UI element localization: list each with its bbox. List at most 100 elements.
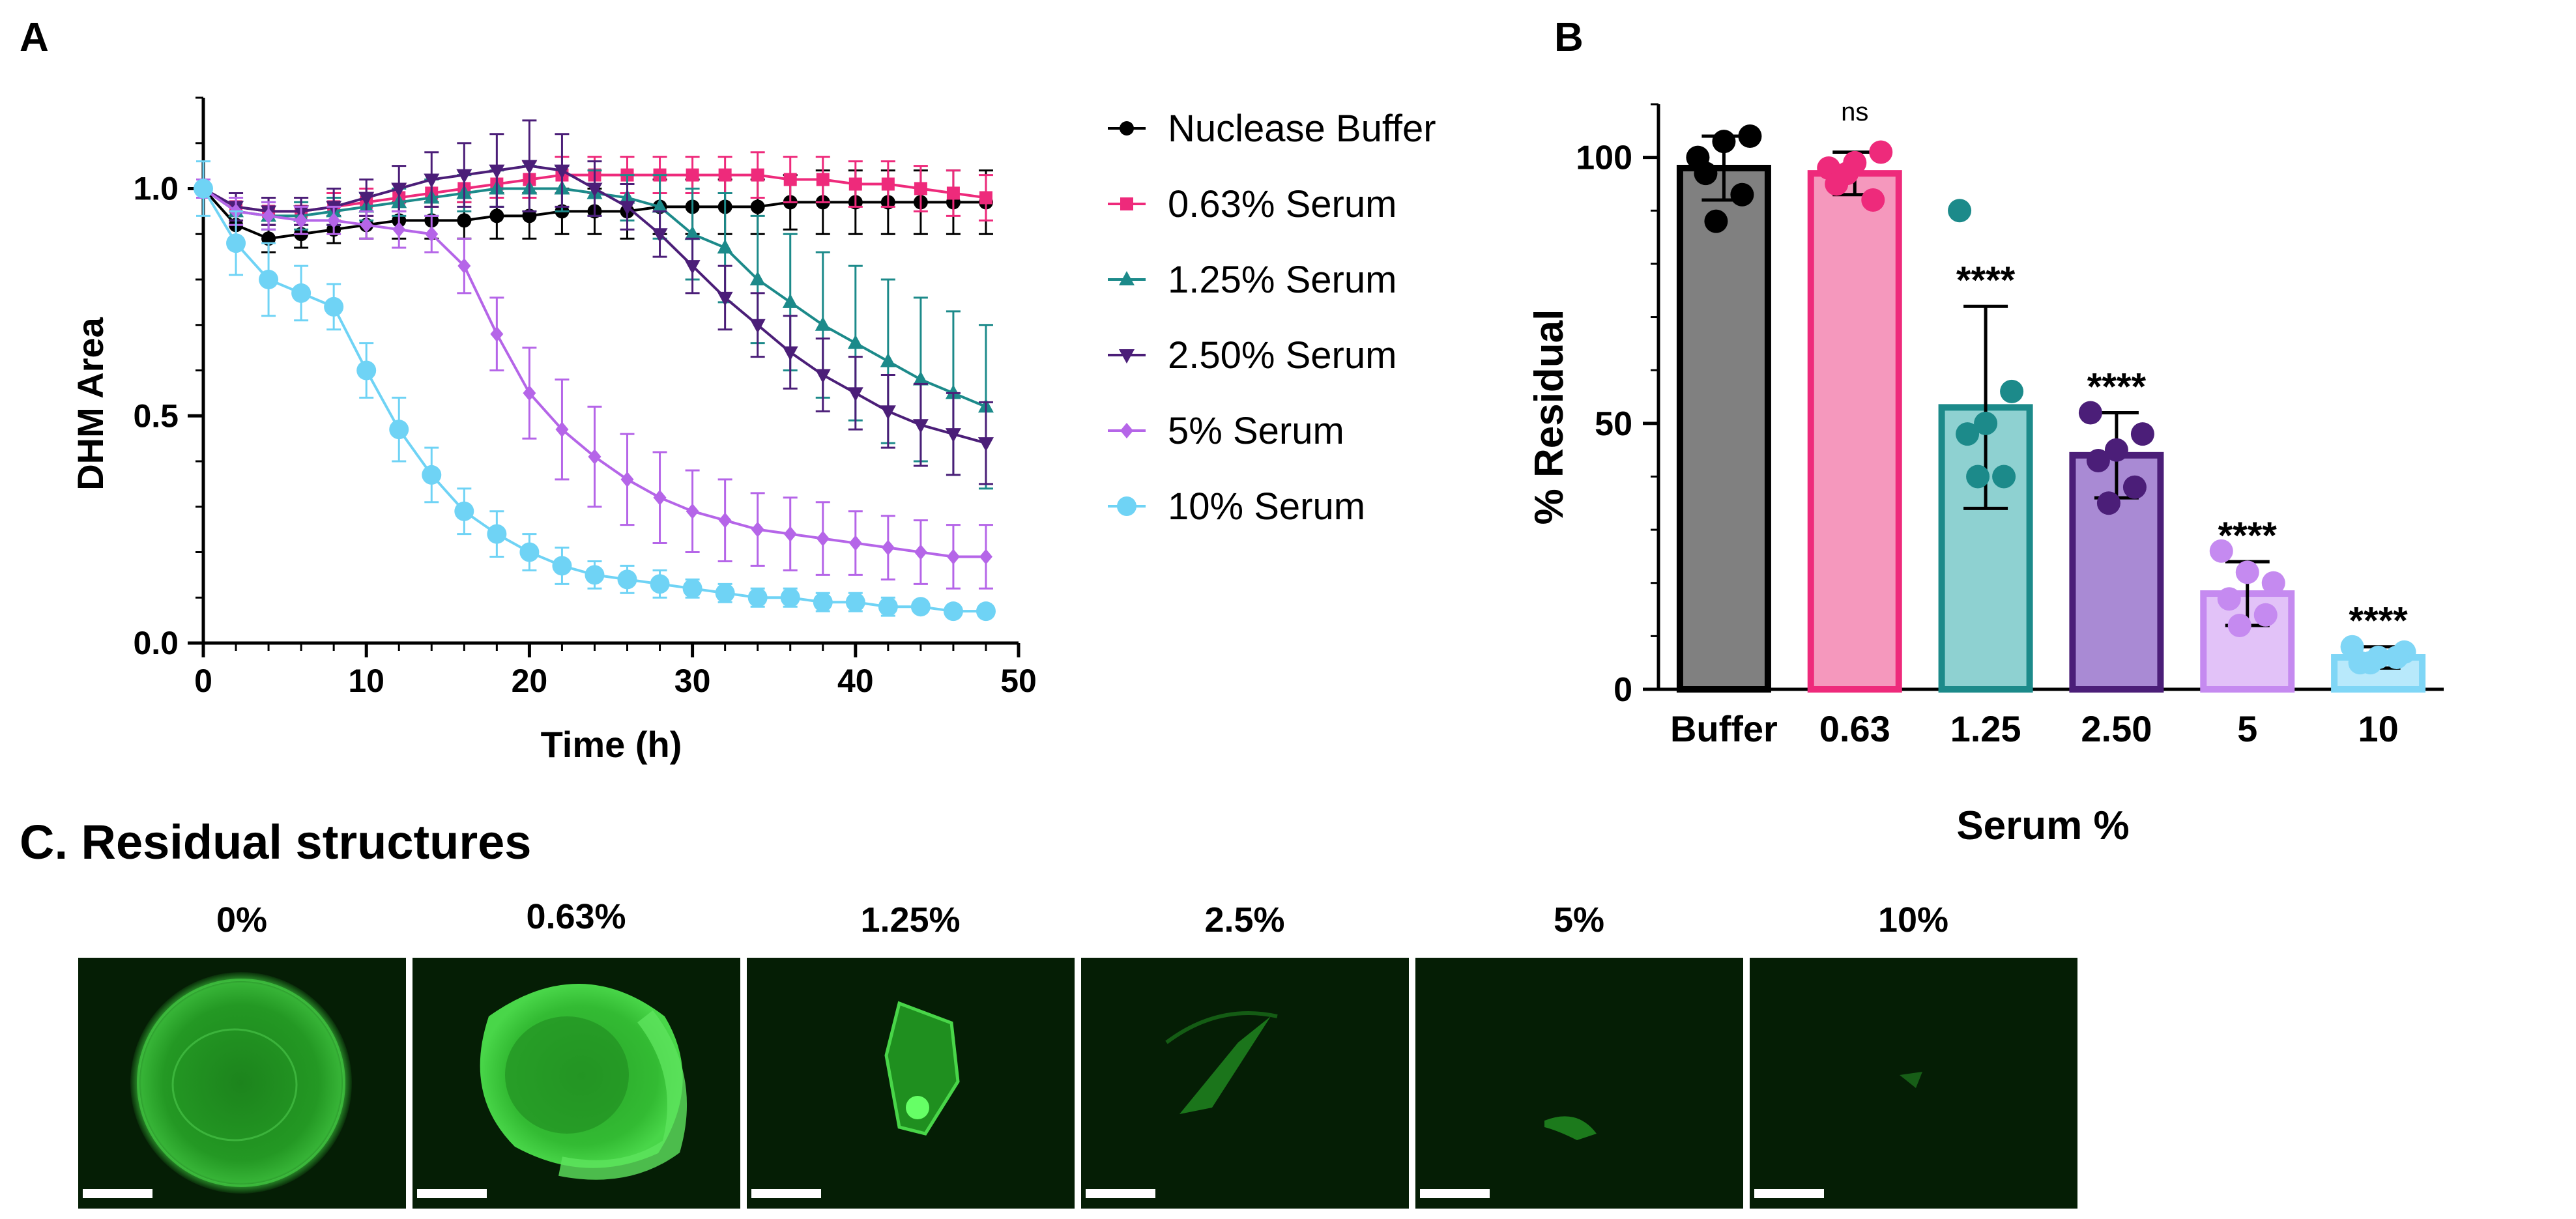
a-point <box>783 173 797 186</box>
a-point <box>295 212 308 229</box>
a-series <box>194 119 996 622</box>
a-series-4 <box>196 179 993 590</box>
a-x-tick-label: 10 <box>348 663 384 699</box>
b-data-point <box>1738 124 1762 148</box>
b-bar <box>1938 404 2033 693</box>
b-data-point <box>2227 614 2251 638</box>
a-point <box>457 258 471 274</box>
image-10pct <box>1750 958 2077 1209</box>
a-point <box>588 449 601 465</box>
a-point <box>977 437 994 452</box>
image-0-63pct <box>412 958 740 1209</box>
a-point <box>653 489 667 506</box>
b-x-axis-title: Serum % <box>1956 803 2129 848</box>
image-label: 1.25% <box>860 900 960 939</box>
a-point <box>327 212 341 229</box>
a-point <box>715 583 735 603</box>
b-data-point <box>1730 182 1754 207</box>
a-point <box>878 597 898 617</box>
a-legend-label: 1.25% Serum <box>1168 259 1397 301</box>
a-point <box>914 182 927 195</box>
a-point <box>684 225 701 240</box>
panel-b-letter: B <box>1554 15 1584 60</box>
a-point <box>262 208 276 224</box>
a-legend-label: 5% Serum <box>1168 410 1344 452</box>
a-point <box>747 588 768 608</box>
a-point <box>912 419 929 434</box>
panel-c-images: 0% 0.63% 1.25% 2.5% 5% 10% <box>78 897 2077 1209</box>
b-data-point <box>1712 130 1736 154</box>
a-point <box>749 319 766 334</box>
a-point <box>783 526 797 542</box>
a-point <box>521 160 538 175</box>
a-legend-item: Nuclease Buffer <box>1108 108 1436 150</box>
a-y-axis-title: DHM Area <box>70 317 111 490</box>
line-chart-a: 0 10 20 30 40 50 0.0 0.5 1.0 Time (h) DHM Area N… <box>70 96 1436 765</box>
a-point <box>389 420 409 440</box>
a-point <box>519 542 540 562</box>
image-1-25pct <box>747 958 1075 1209</box>
b-bar-group: Buffer <box>1670 124 1778 749</box>
b-x-tick-label: 1.25 <box>1950 708 2021 749</box>
a-point <box>1117 496 1136 516</box>
a-point <box>291 283 311 303</box>
b-data-point <box>2261 571 2285 595</box>
b-data-point <box>2096 491 2120 515</box>
a-point <box>749 271 766 285</box>
a-point <box>356 360 377 380</box>
a-point <box>586 182 603 197</box>
image-0pct <box>78 958 406 1209</box>
a-point <box>620 471 634 487</box>
b-axes: 0 50 100 <box>1576 103 2444 709</box>
a-point <box>912 371 929 386</box>
a-point <box>226 233 246 253</box>
a-point <box>487 524 507 544</box>
a-point <box>848 177 862 191</box>
b-significance-label: **** <box>2087 366 2147 408</box>
b-data-point <box>2358 651 2382 675</box>
a-point <box>750 199 765 214</box>
b-data-point <box>2000 379 2024 403</box>
a-point <box>1120 197 1133 210</box>
a-legend-item: 10% Serum <box>1108 485 1365 528</box>
b-bar-group: 1.25 **** <box>1938 199 2033 749</box>
b-data-point <box>2104 438 2128 462</box>
a-point <box>718 168 732 182</box>
b-bar-group: 5 **** <box>2200 515 2295 749</box>
a-point <box>717 291 733 306</box>
a-legend-item: 1.25% Serum <box>1108 259 1397 301</box>
a-point <box>358 192 375 207</box>
a-point <box>489 208 504 223</box>
b-data-point <box>1835 162 1859 186</box>
a-point <box>847 334 863 349</box>
b-data-point <box>1704 209 1728 233</box>
a-point <box>619 201 635 216</box>
b-data-point <box>2235 560 2259 584</box>
b-significance-label: **** <box>2349 600 2408 642</box>
image-label: 2.5% <box>1204 900 1284 939</box>
a-point <box>751 168 764 182</box>
b-significance-label: **** <box>2218 515 2278 557</box>
a-x-tick-label: 50 <box>1000 663 1037 699</box>
b-data-point <box>2130 422 2154 446</box>
a-point <box>523 385 536 401</box>
a-point <box>979 549 992 565</box>
bar-chart-b: 0 50 100 Buffer 0.63 ns 1.25 **** 2.50 **** 5 ****… <box>1527 98 2444 848</box>
image-5pct <box>1415 958 1743 1209</box>
a-point <box>945 428 961 443</box>
a-point <box>1119 271 1135 285</box>
a-point <box>259 270 279 289</box>
b-significance-label: ns <box>1841 98 1868 126</box>
b-y-tick-label: 0 <box>1614 671 1632 709</box>
a-point <box>847 387 863 402</box>
a-point <box>946 186 960 200</box>
image-label: 5% <box>1554 900 1604 939</box>
a-point <box>422 465 442 485</box>
a-point <box>194 179 213 199</box>
b-x-tick-label: 0.63 <box>1819 708 1890 749</box>
a-point <box>425 226 439 242</box>
b-data-point <box>1966 465 1990 489</box>
a-point <box>324 296 344 317</box>
a-point <box>815 369 831 384</box>
b-significance-label: **** <box>1956 259 2016 302</box>
